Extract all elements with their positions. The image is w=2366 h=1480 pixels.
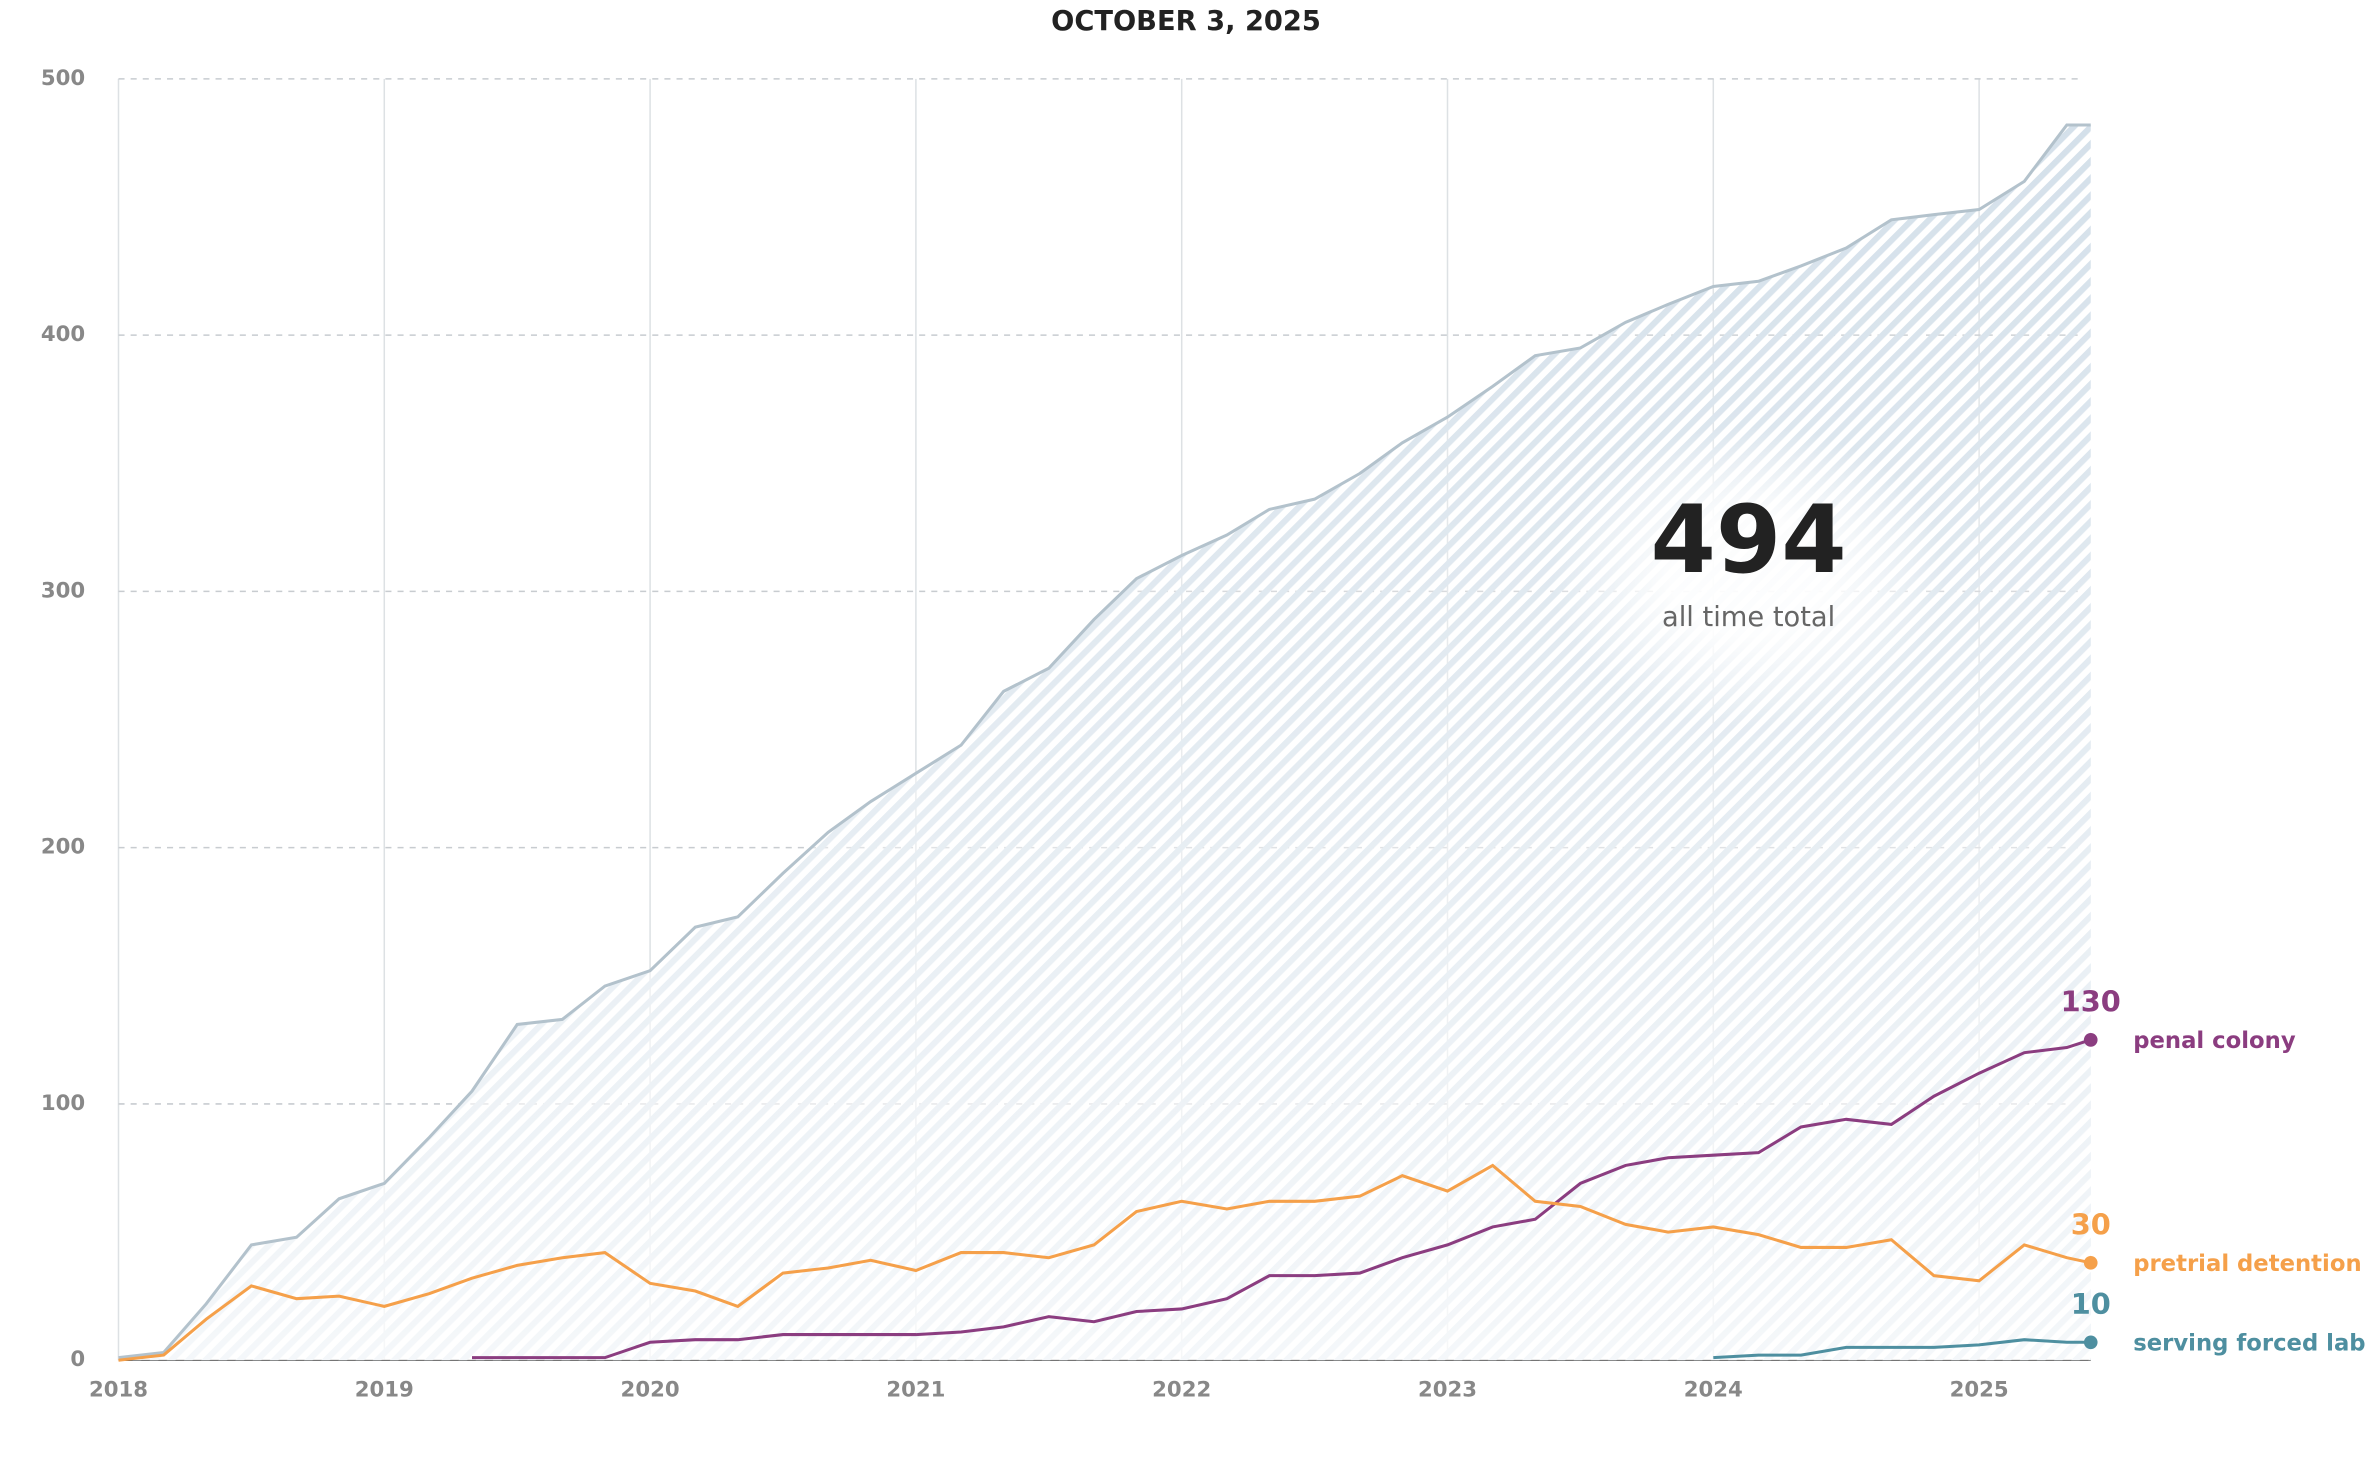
end-value-label: 10 <box>2071 1287 2111 1321</box>
end-dot <box>2083 1033 2098 1047</box>
series-line <box>472 1038 2092 1360</box>
y-tick-label: 0 <box>70 1347 85 1372</box>
x-tick-label: 2020 <box>621 1378 680 1403</box>
x-tick-label: 2022 <box>1152 1378 1211 1403</box>
y-tick-label: 300 <box>41 578 85 603</box>
x-tick-label: 2018 <box>89 1378 148 1403</box>
x-tick-label: 2019 <box>355 1378 414 1403</box>
end-value-label: 30 <box>2071 1207 2111 1241</box>
x-tick-label: 2023 <box>1418 1378 1477 1403</box>
total-glow <box>1551 424 1946 728</box>
end-dot <box>2083 1335 2098 1350</box>
legend-label: penal colony <box>2133 1028 2296 1054</box>
legend-label: serving forced labor <box>2133 1330 2366 1356</box>
end-dot <box>2083 1255 2098 1270</box>
x-tick-label: 2024 <box>1684 1378 1743 1403</box>
total-line <box>118 123 2091 1360</box>
y-tick-label: 500 <box>41 66 85 91</box>
x-tick-label: 2025 <box>1950 1378 2009 1403</box>
y-tick-label: 400 <box>41 322 85 347</box>
area-fade <box>118 124 2091 1361</box>
y-tick-label: 100 <box>41 1091 85 1116</box>
series-line <box>1713 1338 2091 1360</box>
total-label: all time total <box>1662 602 1835 633</box>
legend-label: pretrial detention <box>2133 1251 2361 1277</box>
chart-title: OCTOBER 3, 2025 <box>1051 6 1321 37</box>
end-value-label: 130 <box>2061 984 2121 1018</box>
total-value: 494 <box>1651 486 1847 595</box>
y-tick-label: 200 <box>41 835 85 860</box>
series-line <box>118 1163 2092 1362</box>
x-tick-label: 2021 <box>886 1378 945 1403</box>
